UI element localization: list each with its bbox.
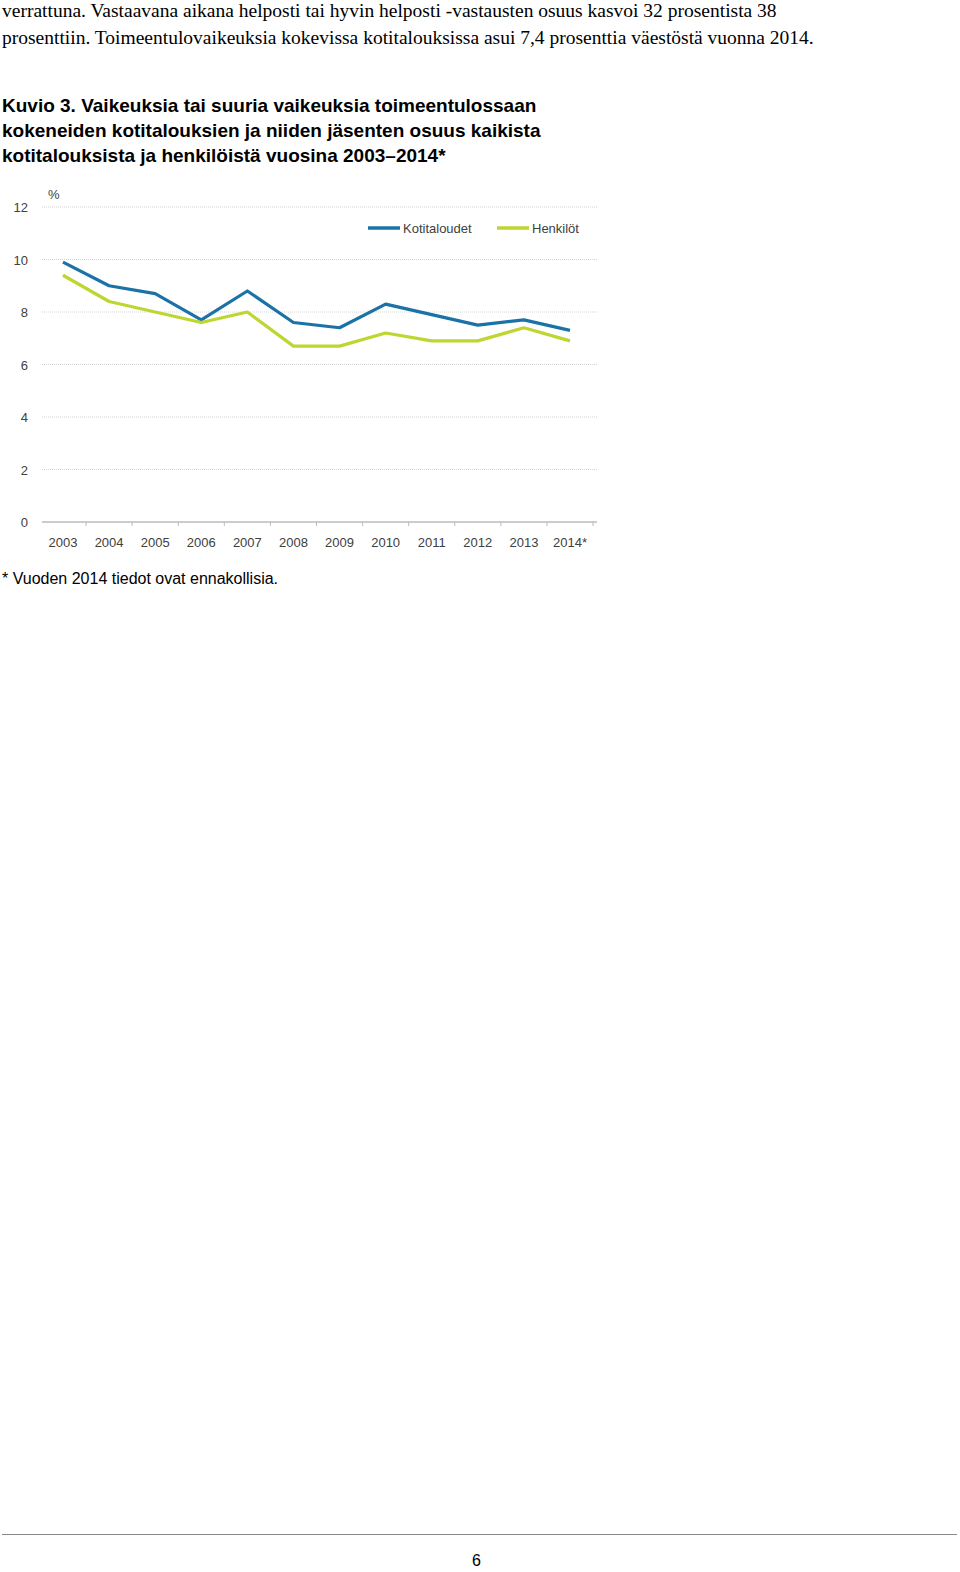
x-tick (362, 522, 363, 526)
x-tick (132, 522, 133, 526)
x-tick-label: 2003 (49, 535, 78, 550)
page-number: 6 (472, 1552, 481, 1570)
x-tick-label: 2006 (187, 535, 216, 550)
page-rule (2, 1534, 957, 1535)
x-tick-label: 2009 (325, 535, 354, 550)
legend-label: Kotitaloudet (403, 221, 472, 236)
x-tick-label: 2011 (418, 535, 446, 550)
grid-line (42, 259, 597, 260)
series-line (63, 262, 570, 330)
x-tick (270, 522, 271, 526)
grid-line (42, 364, 597, 365)
y-tick-label: 6 (21, 358, 28, 373)
x-tick-label: 2008 (279, 535, 308, 550)
x-tick (546, 522, 547, 526)
x-tick (178, 522, 179, 526)
chart: 0 2 4 6 8 10 12% 2003 2004 2005 2006 2007 2008 2009 20… (0, 0, 960, 600)
x-tick (593, 522, 594, 526)
y-tick-label: 4 (21, 410, 28, 425)
x-tick-label: 2012 (463, 535, 492, 550)
x-tick (86, 522, 87, 526)
figure-caption: kokeneiden kotitalouksien ja niiden jäse… (2, 120, 541, 142)
series-line (63, 275, 570, 346)
body-text: verrattuna. Vastaavana aikana helposti t… (2, 0, 777, 22)
x-tick (408, 522, 409, 526)
y-axis-label: % (48, 187, 60, 202)
grid-line (42, 469, 597, 470)
y-tick-label: 10 (14, 253, 28, 268)
body-text: prosenttiin. Toimeentulovaikeuksia kokev… (2, 27, 814, 49)
plot-area (63, 262, 570, 346)
x-tick-label: 2005 (141, 535, 170, 550)
grid-line (42, 417, 597, 418)
x-tick (454, 522, 455, 526)
y-tick-label: 12 (14, 200, 28, 215)
x-axis-line (42, 522, 597, 523)
y-tick-label: 2 (21, 463, 28, 478)
x-tick-label: 2010 (371, 535, 400, 550)
x-tick-label: 2014* (553, 535, 587, 550)
grid-line (42, 522, 597, 523)
x-tick-label: 2007 (233, 535, 262, 550)
x-tick (500, 522, 501, 526)
x-tick-label: 2004 (95, 535, 124, 550)
footnote: * Vuoden 2014 tiedot ovat ennakollisia. (2, 570, 278, 588)
legend-label: Henkilöt (532, 221, 579, 236)
x-tick-label: 2013 (509, 535, 538, 550)
grid-line (42, 312, 597, 313)
figure-caption: kotitalouksista ja henkilöistä vuosina 2… (2, 145, 446, 167)
y-tick-label: 0 (21, 515, 28, 530)
y-tick-label: 8 (21, 305, 28, 320)
grid-line (42, 207, 597, 208)
legend-swatch (497, 226, 529, 230)
x-tick (316, 522, 317, 526)
legend-swatch (368, 226, 400, 230)
x-tick (224, 522, 225, 526)
figure-caption: Kuvio 3. Vaikeuksia tai suuria vaikeuksi… (2, 95, 536, 117)
